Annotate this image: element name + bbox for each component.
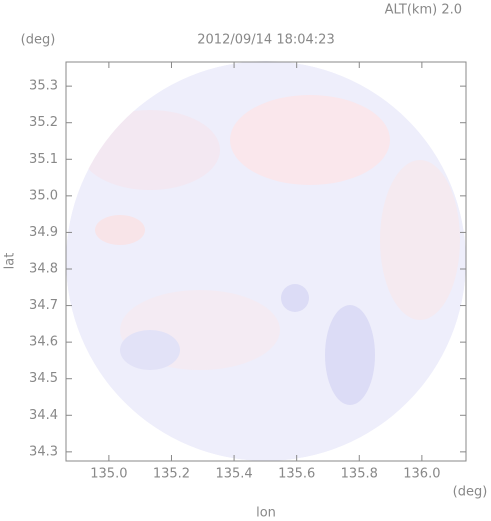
x-tick-label: 136.0	[403, 467, 440, 482]
y-tick-label: 34.9	[29, 225, 58, 240]
radar-field	[66, 61, 466, 461]
plot-frame	[65, 61, 467, 462]
chart-title: 2012/09/14 18:04:23	[197, 33, 334, 48]
y-unit: (deg)	[21, 33, 56, 48]
y-tick-label: 34.8	[29, 261, 58, 276]
x-tick-label: 135.2	[153, 467, 190, 482]
y-tick-label: 35.1	[29, 152, 58, 167]
x-unit: (deg)	[453, 485, 488, 500]
y-tick-label: 35.3	[29, 79, 58, 94]
x-axis-label: lon	[256, 506, 276, 521]
x-tick-label: 135.6	[278, 467, 315, 482]
y-tick-label: 35.2	[29, 115, 58, 130]
x-tick-label: 135.4	[215, 467, 252, 482]
y-tick-label: 34.7	[29, 298, 58, 313]
x-tick-label: 135.0	[90, 467, 127, 482]
x-tick-label: 135.8	[341, 467, 378, 482]
y-axis-label: lat	[3, 253, 18, 270]
y-tick-label: 34.6	[29, 335, 58, 350]
y-tick-label: 34.3	[29, 444, 58, 459]
y-tick-label: 34.5	[29, 371, 58, 386]
altitude-label: ALT(km) 2.0	[385, 3, 462, 18]
y-tick-label: 35.0	[29, 188, 58, 203]
y-tick-label: 34.4	[29, 408, 58, 423]
